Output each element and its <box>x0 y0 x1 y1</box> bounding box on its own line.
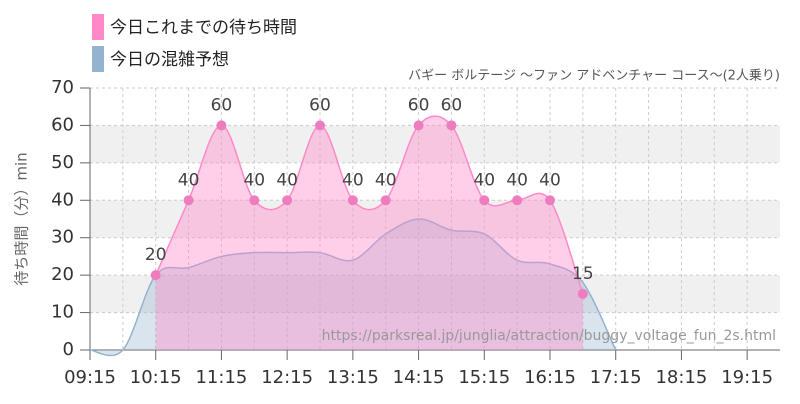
x-tick-label: 13:15 <box>327 367 379 388</box>
y-axis-label: 待ち時間（分）min <box>13 152 31 285</box>
data-point <box>512 195 523 206</box>
legend-swatch <box>92 46 104 72</box>
data-label: 40 <box>506 170 528 190</box>
grid: 0 10 20 30 40 50 60 70 09:15 10:15 11:15 12:15 13:15… <box>51 77 780 388</box>
data-point <box>183 195 194 206</box>
data-label: 60 <box>211 95 233 115</box>
legend-swatch <box>92 14 104 40</box>
data-label: 60 <box>309 95 331 115</box>
y-tick-label: 10 <box>51 302 74 323</box>
data-point <box>545 195 555 206</box>
data-label: 15 <box>572 264 594 284</box>
data-point <box>380 195 391 206</box>
y-tick-label: 60 <box>51 114 74 135</box>
x-tick-label: 14:15 <box>393 367 445 388</box>
y-tick-label: 20 <box>51 264 74 285</box>
data-label: 40 <box>539 170 561 190</box>
data-point <box>315 120 325 131</box>
x-tick-label: 11:15 <box>195 367 247 388</box>
legend-label: 今日の混雑予想 <box>110 50 229 70</box>
band <box>90 200 780 238</box>
y-tick-label: 0 <box>63 339 74 360</box>
legend-label: 今日これまでの待ち時間 <box>110 18 297 38</box>
x-tick-label: 15:15 <box>458 367 510 388</box>
y-tick-label: 30 <box>51 227 74 248</box>
data-point <box>413 120 424 131</box>
data-label: 40 <box>375 170 397 190</box>
x-tick-label: 10:15 <box>130 367 182 388</box>
data-point <box>347 195 358 206</box>
area-fill <box>155 116 583 350</box>
data-label: 40 <box>276 170 298 190</box>
data-label: 40 <box>178 170 200 190</box>
y-tick-label: 70 <box>51 77 74 98</box>
data-point <box>577 288 588 299</box>
data-label: 60 <box>408 95 430 115</box>
x-tick-label: 19:15 <box>721 367 773 388</box>
data-label: 40 <box>342 170 364 190</box>
data-point <box>479 195 490 206</box>
data-point <box>150 270 161 281</box>
x-tick-label: 16:15 <box>524 367 576 388</box>
data-point <box>282 195 293 206</box>
bands <box>90 125 780 313</box>
y-tick-label: 40 <box>51 189 74 210</box>
band <box>90 275 780 313</box>
watermark: https://parksreal.jp/junglia/attraction/… <box>322 328 776 344</box>
x-tick-label: 09:15 <box>64 367 116 388</box>
series-line <box>89 218 617 357</box>
subtitle: バギー ボルテージ 〜ファン アドベンチャー コース〜(2人乗り) <box>408 69 780 84</box>
band <box>90 125 780 163</box>
x-tick-label: 18:15 <box>655 367 707 388</box>
data-point <box>446 120 457 131</box>
plot: 20 40 60 40 40 60 40 40 60 60 40 40 40 15 <box>89 95 617 357</box>
data-point <box>249 195 260 206</box>
x-tick-label: 12:15 <box>261 367 313 388</box>
area-fill <box>90 218 616 356</box>
data-label: 60 <box>441 95 463 115</box>
x-tick-label: 17:15 <box>590 367 642 388</box>
data-label: 20 <box>145 245 167 265</box>
data-label: 40 <box>243 170 265 190</box>
data-label: 40 <box>473 170 495 190</box>
y-tick-label: 50 <box>51 152 74 173</box>
data-point <box>216 120 227 131</box>
